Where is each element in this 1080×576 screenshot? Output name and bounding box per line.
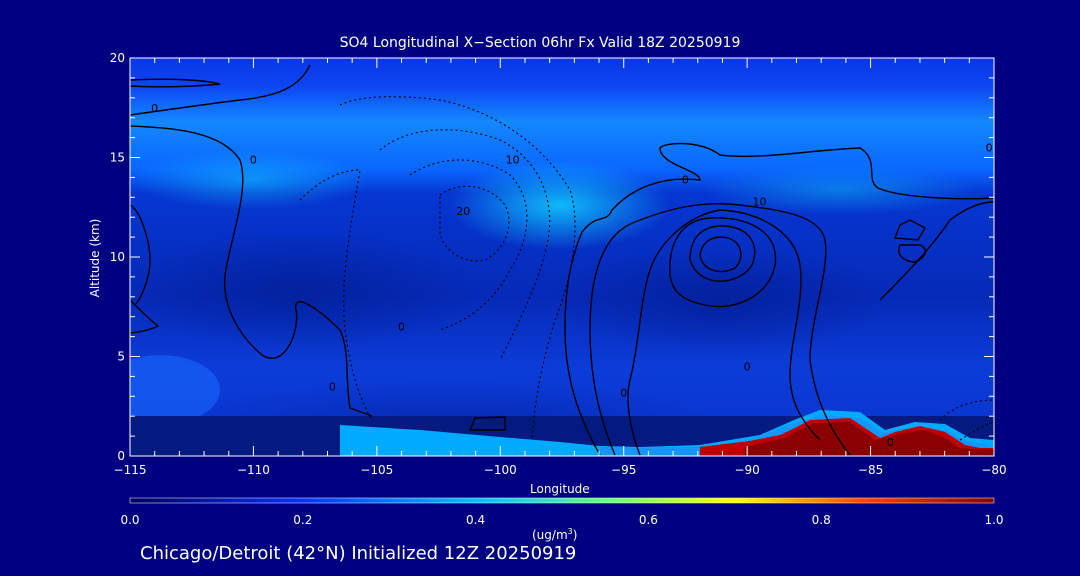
colorbar-tick-label: 0.4 bbox=[466, 513, 485, 527]
colorbar bbox=[129, 497, 995, 504]
colorbar-units: (ug/m3) bbox=[532, 527, 577, 542]
negative-contour bbox=[379, 129, 551, 361]
x-tick-label: −90 bbox=[734, 463, 759, 477]
positive-contour bbox=[130, 204, 151, 306]
y-axis-label: Altitude (km) bbox=[88, 218, 102, 298]
colorbar-units-exponent: 3 bbox=[567, 527, 573, 536]
colorbar-units-close: ) bbox=[572, 528, 578, 542]
y-tick-label: 5 bbox=[117, 350, 125, 364]
contour-label: 0 bbox=[398, 321, 405, 334]
contour-label: 0 bbox=[250, 153, 257, 166]
colorbar-tick-label: 1.0 bbox=[984, 513, 1003, 527]
contour-label: 0 bbox=[329, 380, 336, 393]
positive-contour bbox=[130, 299, 160, 334]
y-tick-label: 20 bbox=[110, 51, 125, 65]
negative-contour bbox=[939, 399, 994, 421]
positive-contour bbox=[627, 209, 821, 456]
y-tick-label: 10 bbox=[110, 250, 125, 264]
x-tick-label: −115 bbox=[114, 463, 147, 477]
y-tick-label: 15 bbox=[110, 151, 125, 165]
contour-label: 10 bbox=[752, 195, 766, 208]
negative-contour bbox=[959, 421, 994, 441]
negative-contour bbox=[409, 159, 528, 331]
positive-contour bbox=[699, 236, 742, 273]
positive-contour bbox=[130, 125, 373, 417]
positive-contour bbox=[894, 219, 926, 241]
positive-contour bbox=[589, 202, 851, 456]
x-tick-label: −110 bbox=[237, 463, 270, 477]
contour-label: 20 bbox=[456, 205, 470, 218]
contour-label: 0 bbox=[620, 386, 627, 399]
y-tick-label: 0 bbox=[117, 449, 125, 463]
footer-text: Chicago/Detroit (42°N) Initialized 12Z 2… bbox=[140, 543, 577, 564]
contour-label: 0 bbox=[151, 102, 158, 115]
colorbar-units-text: (ug/m bbox=[532, 528, 568, 542]
positive-contour bbox=[689, 225, 756, 282]
negative-contour bbox=[299, 169, 373, 421]
contour-label: 0 bbox=[744, 360, 751, 373]
axes: −115 −110 −105 −100 −95 −90 −85 −80 0 5 10 15 20 bbox=[110, 51, 1007, 477]
colorbar-tick-label: 0.8 bbox=[812, 513, 831, 527]
positive-contour bbox=[564, 142, 994, 456]
positive-contour bbox=[898, 244, 927, 263]
contour-label: 0 bbox=[682, 173, 689, 186]
chart-title: SO4 Longitudinal X−Section 06hr Fx Valid… bbox=[339, 35, 741, 51]
x-tick-label: −85 bbox=[858, 463, 883, 477]
colorbar-tick-label: 0.0 bbox=[120, 513, 139, 527]
colorbar-ticks: 0.0 0.2 0.4 0.6 0.8 1.0 bbox=[120, 513, 1003, 527]
concentration-field bbox=[130, 58, 994, 456]
contour-label: 0 bbox=[887, 436, 894, 449]
contour-lines: 0 0 10 20 0 0 0 10 0 0 0 0 bbox=[130, 64, 994, 456]
positive-contour bbox=[468, 416, 506, 431]
positive-contour bbox=[879, 201, 994, 301]
x-tick-label: −95 bbox=[611, 463, 636, 477]
x-tick-label: −100 bbox=[484, 463, 517, 477]
positive-contour bbox=[669, 217, 777, 308]
contour-label: 10 bbox=[506, 153, 520, 166]
positive-contour bbox=[130, 64, 311, 116]
colorbar-tick-label: 0.2 bbox=[293, 513, 312, 527]
x-tick-label: −105 bbox=[360, 463, 393, 477]
x-tick-label: −80 bbox=[981, 463, 1006, 477]
colorbar-tick-label: 0.6 bbox=[639, 513, 658, 527]
x-axis-label: Longitude bbox=[530, 482, 590, 496]
contour-label: 0 bbox=[986, 142, 993, 155]
positive-contour bbox=[130, 78, 221, 88]
